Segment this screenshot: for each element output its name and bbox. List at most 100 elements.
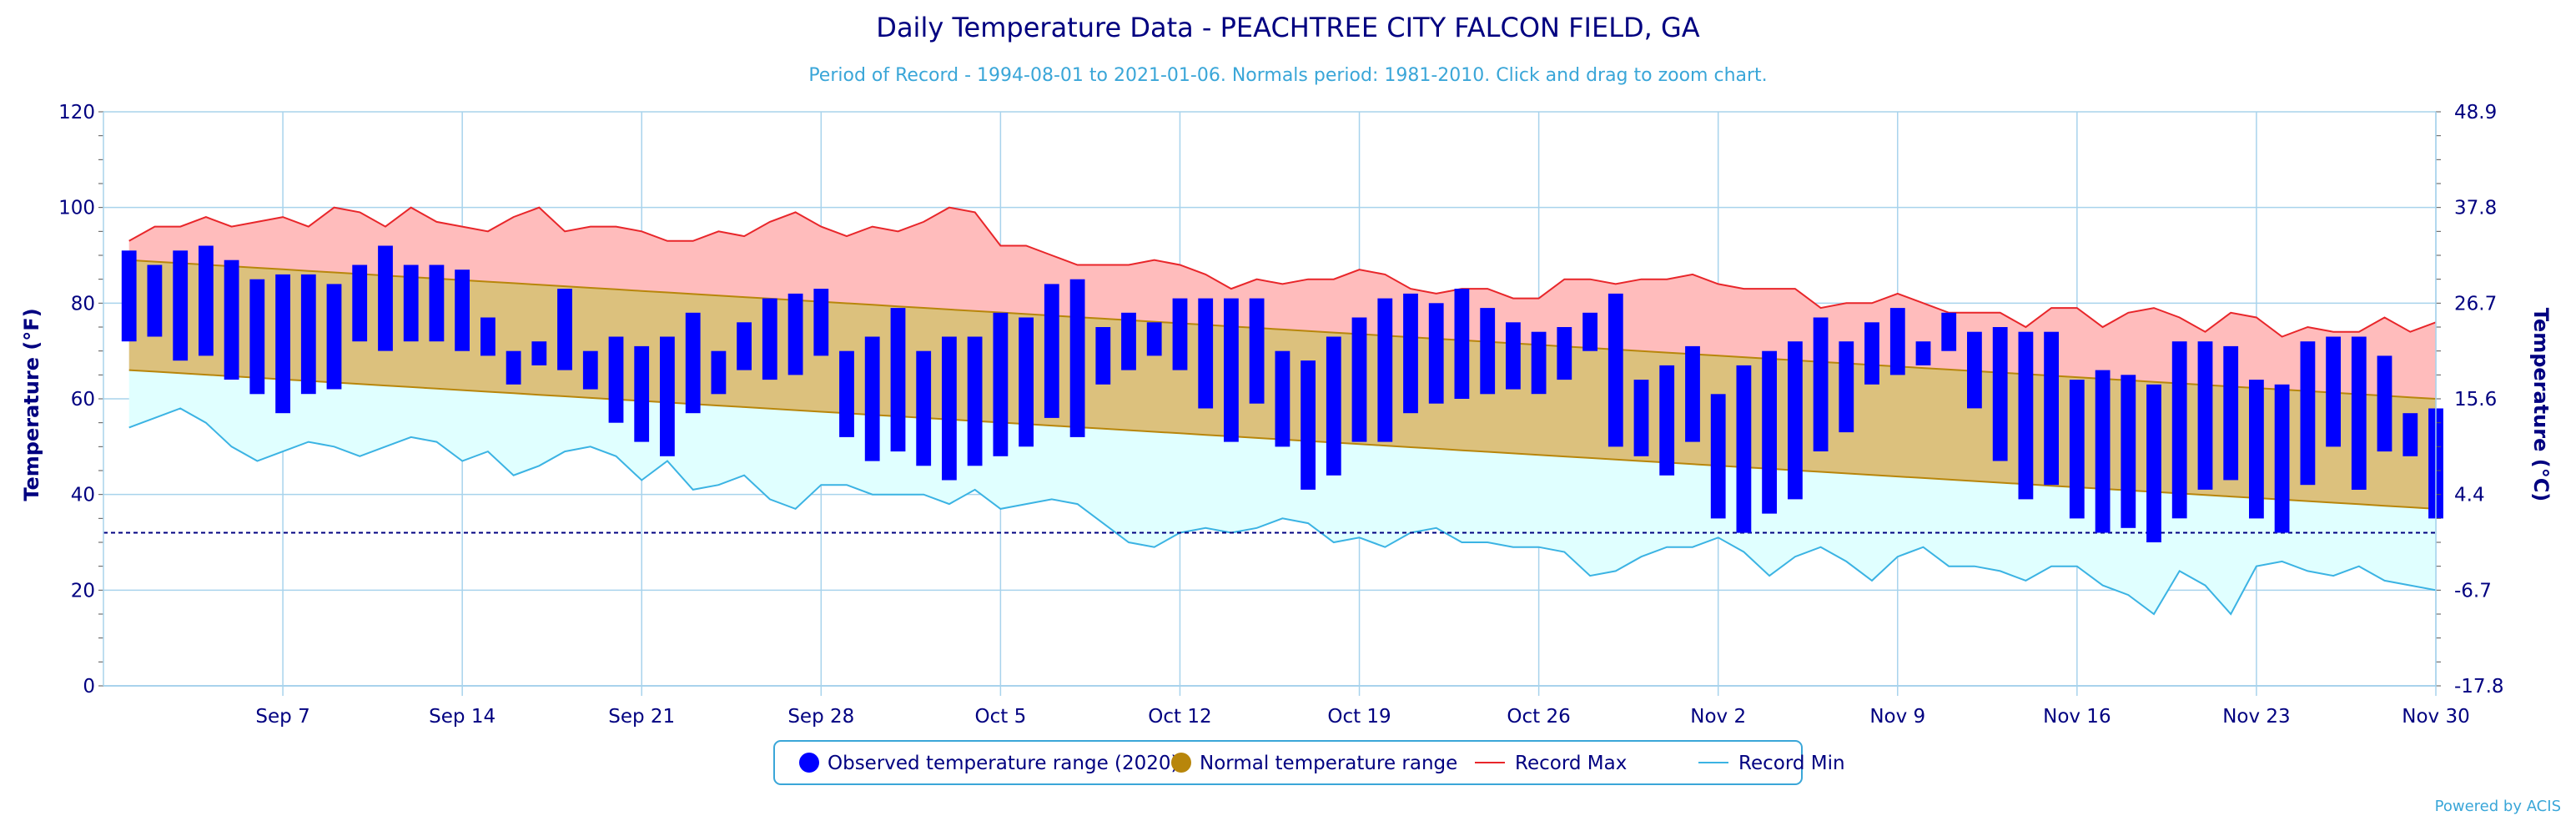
observed-bar[interactable] xyxy=(1351,317,1367,442)
observed-bar[interactable] xyxy=(1377,298,1393,442)
observed-bar[interactable] xyxy=(1915,341,1931,365)
y-tick-label-left: 20 xyxy=(71,580,95,602)
credit-link[interactable]: Powered by ACIS xyxy=(2435,798,2561,815)
observed-bar[interactable] xyxy=(506,350,521,385)
observed-bar[interactable] xyxy=(480,317,496,356)
observed-bar[interactable] xyxy=(864,336,880,461)
observed-bar[interactable] xyxy=(1146,322,1162,356)
observed-bar[interactable] xyxy=(1813,317,1829,452)
observed-bar[interactable] xyxy=(1992,327,2008,461)
observed-bar[interactable] xyxy=(2223,345,2239,481)
observed-bar[interactable] xyxy=(2377,355,2392,452)
observed-bar[interactable] xyxy=(300,274,316,395)
observed-bar[interactable] xyxy=(1659,365,1675,476)
observed-bar[interactable] xyxy=(2146,384,2161,542)
observed-bar[interactable] xyxy=(2121,375,2136,528)
x-tick-label: Nov 30 xyxy=(2402,706,2469,728)
observed-bar[interactable] xyxy=(1121,312,1136,370)
observed-bar[interactable] xyxy=(378,245,393,351)
y-tick-label-right: 15.6 xyxy=(2454,389,2497,410)
observed-bar[interactable] xyxy=(2351,336,2367,491)
observed-bar[interactable] xyxy=(1044,284,1059,418)
observed-bar[interactable] xyxy=(1428,303,1444,404)
x-tick-label: Oct 12 xyxy=(1148,706,1211,728)
observed-bar[interactable] xyxy=(685,312,701,414)
observed-bar[interactable] xyxy=(531,341,547,365)
observed-bar[interactable] xyxy=(1403,293,1418,414)
observed-bar[interactable] xyxy=(1198,298,1214,409)
observed-bar[interactable] xyxy=(249,279,265,395)
observed-bar[interactable] xyxy=(993,312,1009,456)
observed-bar[interactable] xyxy=(455,269,470,351)
observed-bar[interactable] xyxy=(173,250,189,361)
observed-bar[interactable] xyxy=(839,350,854,437)
observed-bar[interactable] xyxy=(1967,331,1982,409)
observed-bar[interactable] xyxy=(890,308,906,452)
observed-bar[interactable] xyxy=(737,322,752,370)
observed-bars[interactable] xyxy=(121,245,2443,543)
observed-bar[interactable] xyxy=(1454,289,1470,399)
observed-bar[interactable] xyxy=(1582,312,1597,351)
observed-bar[interactable] xyxy=(352,264,368,342)
observed-bar[interactable] xyxy=(711,350,727,395)
observed-bar[interactable] xyxy=(1275,350,1291,447)
observed-bar[interactable] xyxy=(1710,394,1726,519)
observed-bar[interactable] xyxy=(2018,331,2034,500)
observed-bar[interactable] xyxy=(1839,341,1854,433)
observed-bar[interactable] xyxy=(224,259,239,380)
observed-bar[interactable] xyxy=(1736,365,1752,533)
observed-bar[interactable] xyxy=(1685,345,1700,442)
observed-bar[interactable] xyxy=(2249,380,2264,519)
observed-bar[interactable] xyxy=(1788,341,1803,500)
observed-bar[interactable] xyxy=(1019,317,1034,447)
observed-bar[interactable] xyxy=(2326,336,2341,447)
observed-bar[interactable] xyxy=(1633,380,1649,456)
observed-bar[interactable] xyxy=(2095,370,2111,533)
observed-bar[interactable] xyxy=(1224,298,1239,442)
observed-bar[interactable] xyxy=(916,350,932,466)
observed-bar[interactable] xyxy=(1301,360,1316,490)
observed-bar[interactable] xyxy=(199,245,214,356)
observed-bar[interactable] xyxy=(967,336,983,466)
observed-bar[interactable] xyxy=(762,298,777,380)
legend-item-label: Record Min xyxy=(1738,753,1845,774)
observed-bar[interactable] xyxy=(147,264,163,337)
observed-bar[interactable] xyxy=(1480,308,1496,395)
observed-bar[interactable] xyxy=(582,350,598,390)
observed-bar[interactable] xyxy=(1889,308,1905,375)
observed-bar[interactable] xyxy=(2300,341,2316,486)
observed-bar[interactable] xyxy=(275,274,290,414)
observed-bar[interactable] xyxy=(1607,293,1623,447)
observed-bar[interactable] xyxy=(1172,298,1188,370)
observed-bar[interactable] xyxy=(1531,331,1547,395)
observed-bar[interactable] xyxy=(1326,336,1341,476)
observed-bar[interactable] xyxy=(813,289,829,356)
observed-bar[interactable] xyxy=(326,284,342,390)
observed-bar[interactable] xyxy=(660,336,675,456)
observed-bar[interactable] xyxy=(1069,279,1085,437)
observed-bar[interactable] xyxy=(2171,341,2187,519)
observed-bar[interactable] xyxy=(2044,331,2059,486)
x-tick-label: Sep 7 xyxy=(255,706,309,728)
observed-bar[interactable] xyxy=(2197,341,2213,490)
observed-bar[interactable] xyxy=(1557,327,1572,380)
observed-bar[interactable] xyxy=(787,293,803,375)
observed-bar[interactable] xyxy=(1864,322,1879,385)
observed-bar[interactable] xyxy=(608,336,624,423)
observed-bar[interactable] xyxy=(429,264,445,342)
observed-bar[interactable] xyxy=(1762,350,1777,514)
observed-bar[interactable] xyxy=(1506,322,1521,390)
observed-bar[interactable] xyxy=(403,264,419,342)
observed-bar[interactable] xyxy=(2274,384,2290,533)
observed-bar[interactable] xyxy=(121,250,137,342)
observed-bar[interactable] xyxy=(1095,327,1111,385)
observed-bar[interactable] xyxy=(557,289,572,370)
observed-bar[interactable] xyxy=(2069,380,2085,519)
observed-bar[interactable] xyxy=(2402,413,2418,456)
observed-bar[interactable] xyxy=(1249,298,1265,404)
observed-bar[interactable] xyxy=(1941,312,1957,351)
observed-bar[interactable] xyxy=(634,345,650,442)
observed-bar[interactable] xyxy=(942,336,957,481)
